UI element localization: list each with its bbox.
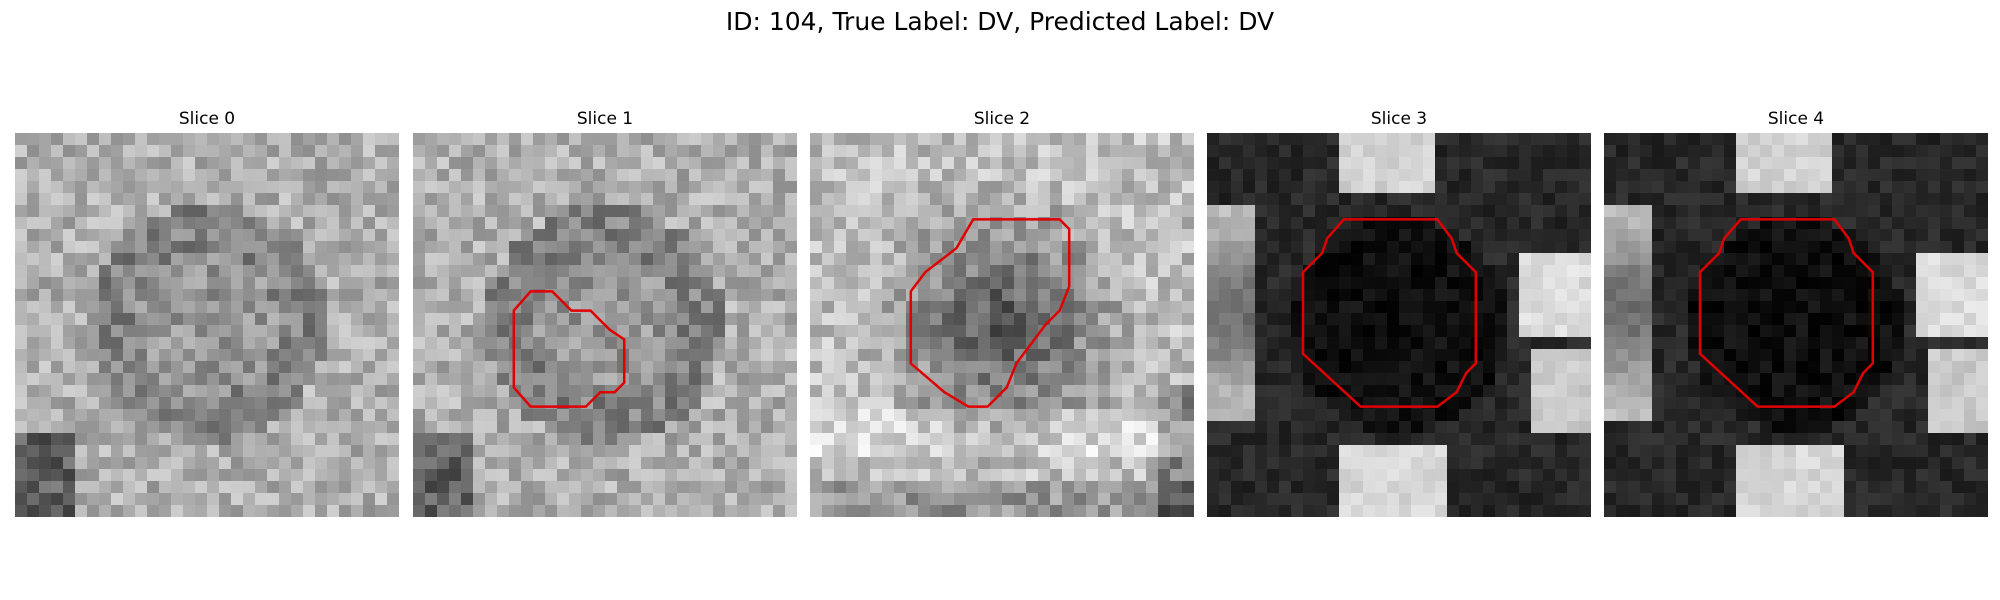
slice-title: Slice 4 — [1767, 109, 1825, 129]
segmentation-contour — [512, 290, 626, 408]
segmentation-contour — [1301, 218, 1478, 408]
slice-image — [1604, 133, 1988, 517]
slice-image — [1207, 133, 1591, 517]
slice-image — [810, 133, 1194, 517]
slice-title: Slice 3 — [1370, 109, 1428, 129]
slice-image-svg — [1207, 133, 1591, 517]
figure-title: ID: 104, True Label: DV, Predicted Label… — [725, 7, 1275, 36]
slice-image-svg — [810, 133, 1194, 517]
slice-image — [15, 133, 399, 517]
slice-image-svg — [413, 133, 797, 517]
slice-title: Slice 2 — [973, 109, 1031, 129]
segmentation-contour — [909, 218, 1071, 408]
segmentation-contour — [1698, 218, 1875, 408]
slice-title: Slice 0 — [178, 109, 236, 129]
slice-image — [413, 133, 797, 517]
slice-title: Slice 1 — [576, 109, 634, 129]
slice-image-svg — [15, 133, 399, 517]
slice-image-svg — [1604, 133, 1988, 517]
